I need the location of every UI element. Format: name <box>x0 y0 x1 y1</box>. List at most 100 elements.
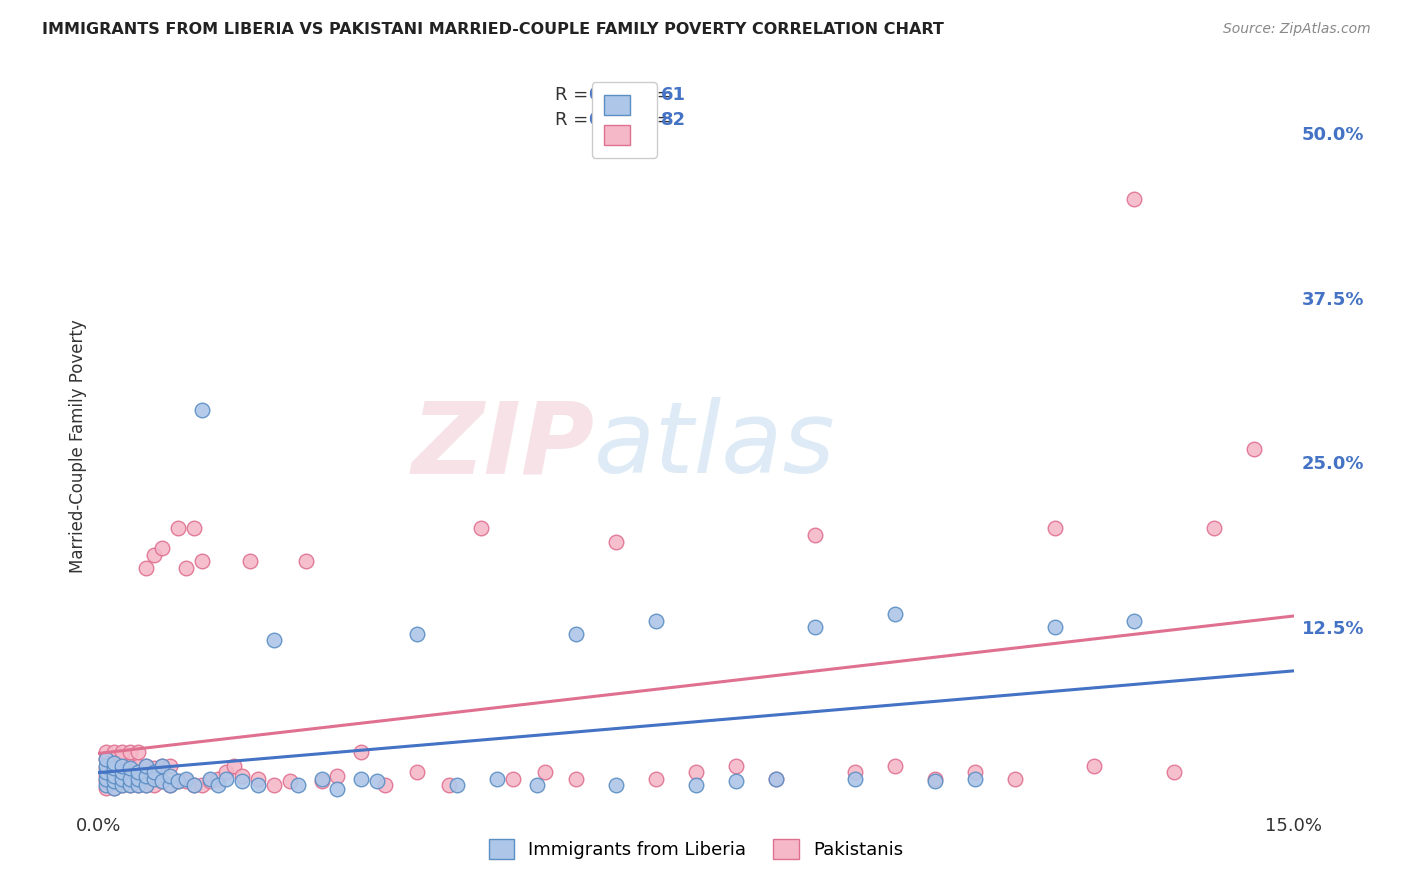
Point <box>437 778 460 792</box>
Point <box>96 758 118 772</box>
Point <box>103 752 125 766</box>
Point <box>143 772 166 786</box>
Point <box>844 772 866 786</box>
Point <box>120 761 142 775</box>
Point <box>215 765 238 780</box>
Point <box>645 614 668 628</box>
Point <box>502 772 524 786</box>
Point <box>103 774 125 789</box>
Point <box>350 772 373 786</box>
Point <box>150 758 173 772</box>
Point <box>111 746 134 760</box>
Point <box>406 627 429 641</box>
Point <box>150 774 173 789</box>
Point <box>1083 758 1105 772</box>
Point <box>446 778 468 792</box>
Point <box>127 778 149 792</box>
Point <box>263 633 285 648</box>
Point <box>159 778 181 792</box>
Point <box>150 541 173 556</box>
Point <box>167 521 190 535</box>
Point <box>103 758 125 772</box>
Text: IMMIGRANTS FROM LIBERIA VS PAKISTANI MARRIED-COUPLE FAMILY POVERTY CORRELATION C: IMMIGRANTS FROM LIBERIA VS PAKISTANI MAR… <box>42 22 943 37</box>
Point <box>311 772 333 786</box>
Point <box>103 780 125 795</box>
Point <box>96 774 118 789</box>
Point <box>350 746 373 760</box>
Point <box>111 772 134 786</box>
Point <box>111 778 134 792</box>
Point <box>207 772 229 786</box>
Point <box>246 778 269 792</box>
Text: R =: R = <box>555 87 595 104</box>
Point <box>1123 614 1146 628</box>
Point <box>111 772 134 786</box>
Point <box>143 778 166 792</box>
Point <box>191 554 214 568</box>
Point <box>924 774 946 789</box>
Point <box>120 769 142 783</box>
Point <box>183 778 205 792</box>
Point <box>150 758 173 772</box>
Point <box>127 758 149 772</box>
Y-axis label: Married-Couple Family Poverty: Married-Couple Family Poverty <box>69 319 87 573</box>
Point <box>120 778 142 792</box>
Point <box>111 761 134 775</box>
Point <box>844 765 866 780</box>
Point <box>111 758 134 772</box>
Point <box>1043 521 1066 535</box>
Point <box>1163 765 1185 780</box>
Text: N =: N = <box>626 112 678 129</box>
Point <box>215 772 238 786</box>
Point <box>685 765 707 780</box>
Point <box>884 758 907 772</box>
Point <box>103 774 125 789</box>
Point <box>924 772 946 786</box>
Point <box>150 774 173 789</box>
Point <box>605 534 627 549</box>
Point <box>159 778 181 792</box>
Point <box>207 778 229 792</box>
Text: Source: ZipAtlas.com: Source: ZipAtlas.com <box>1223 22 1371 37</box>
Text: N =: N = <box>626 87 678 104</box>
Point <box>103 769 125 783</box>
Point <box>120 758 142 772</box>
Point <box>135 778 157 792</box>
Point <box>159 758 181 772</box>
Point <box>96 761 118 775</box>
Point <box>645 772 668 786</box>
Point <box>765 772 787 786</box>
Point <box>963 772 986 786</box>
Point <box>127 772 149 786</box>
Text: atlas: atlas <box>595 398 837 494</box>
Point <box>127 778 149 792</box>
Point <box>278 774 301 789</box>
Point <box>311 774 333 789</box>
Point <box>1004 772 1026 786</box>
Text: 0.212: 0.212 <box>588 87 644 104</box>
Point <box>231 774 253 789</box>
Text: 0.547: 0.547 <box>588 112 644 129</box>
Point <box>167 774 190 789</box>
Point <box>183 521 205 535</box>
Point <box>724 758 747 772</box>
Text: R =: R = <box>555 112 595 129</box>
Point <box>374 778 396 792</box>
Point <box>96 772 118 786</box>
Point <box>724 774 747 789</box>
Point <box>191 778 214 792</box>
Point <box>96 752 118 766</box>
Point <box>135 561 157 575</box>
Point <box>1123 192 1146 206</box>
Point <box>963 765 986 780</box>
Point <box>1243 442 1265 457</box>
Point <box>198 772 221 786</box>
Point <box>263 778 285 792</box>
Point <box>294 554 316 568</box>
Point <box>406 765 429 780</box>
Point <box>326 769 349 783</box>
Point <box>198 774 221 789</box>
Point <box>366 774 388 789</box>
Point <box>183 778 205 792</box>
Point <box>96 746 118 760</box>
